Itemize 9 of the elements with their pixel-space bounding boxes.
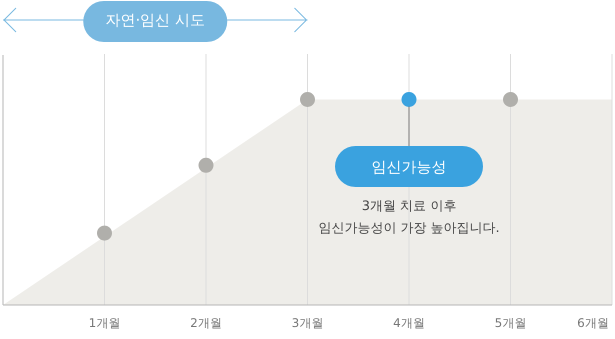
annotation: 임신가능성	[372, 158, 446, 176]
x-tick-label: 4개월	[393, 316, 425, 330]
text: 자연·임신 시도	[105, 11, 206, 29]
x-tick-label: 3개월	[292, 316, 324, 330]
annotation: 3개월 치료 이후 임신가능성이 가장 높아집니다.	[318, 199, 500, 236]
x-tick-label: 6개월	[577, 316, 609, 330]
x-tick-label: 2개월	[190, 316, 222, 330]
x-tick-label: 5개월	[494, 316, 526, 330]
x-tick-label: 1개월	[88, 316, 120, 330]
